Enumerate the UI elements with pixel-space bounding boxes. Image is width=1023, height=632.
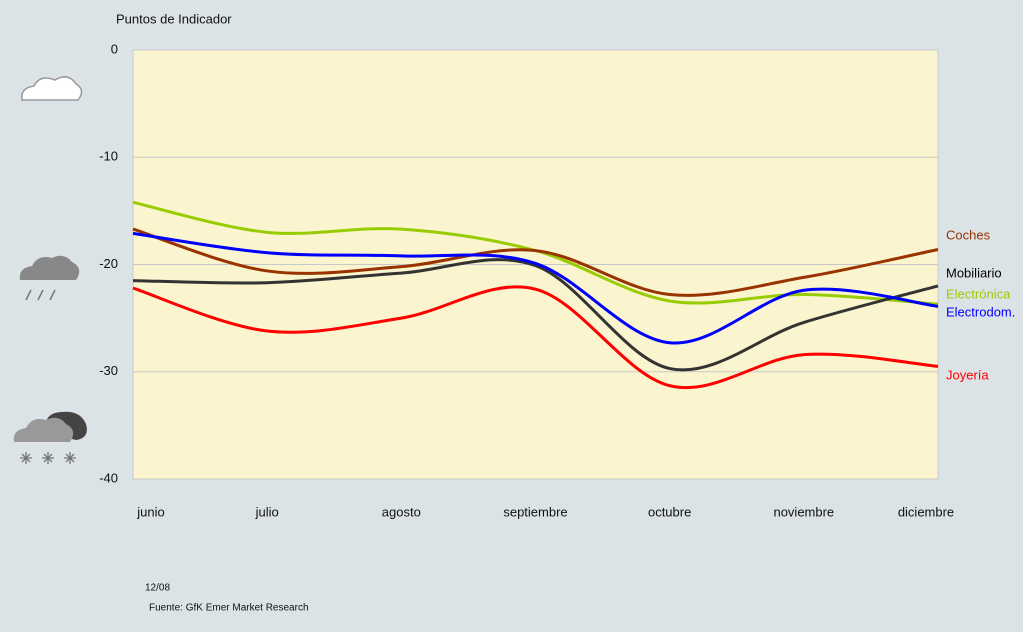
y-tick-label: -20 xyxy=(99,256,118,271)
y-axis-title: Puntos de Indicador xyxy=(116,11,232,26)
x-tick-label: diciembre xyxy=(898,504,954,519)
series-label: Joyería xyxy=(946,367,989,382)
x-tick-label: octubre xyxy=(648,504,691,519)
sun-cloud-icon xyxy=(21,76,83,101)
x-tick-label: junio xyxy=(136,504,164,519)
series-line xyxy=(132,285,939,390)
snow-icon xyxy=(13,411,87,464)
date-note: 12/08 xyxy=(145,583,170,594)
rain-icon xyxy=(19,255,80,301)
source-note: Fuente: GfK Emer Market Research xyxy=(149,603,309,614)
x-tick-label: noviembre xyxy=(773,504,834,519)
series-label: Electrodom. xyxy=(946,304,1015,319)
series-label: Coches xyxy=(946,227,991,242)
x-tick-label: agosto xyxy=(382,504,421,519)
x-tick-label: julio xyxy=(255,504,279,519)
y-tick-label: 0 xyxy=(111,41,118,56)
series-line xyxy=(132,231,939,345)
y-tick-label: -10 xyxy=(99,149,118,164)
y-tick-label: -30 xyxy=(99,363,118,378)
series-line xyxy=(132,258,939,372)
series-line xyxy=(132,227,939,297)
y-tick-label: -40 xyxy=(99,470,118,485)
series-label: Mobiliario xyxy=(946,265,1002,280)
x-tick-label: septiembre xyxy=(503,504,567,519)
series-label: Electrónica xyxy=(946,286,1011,301)
